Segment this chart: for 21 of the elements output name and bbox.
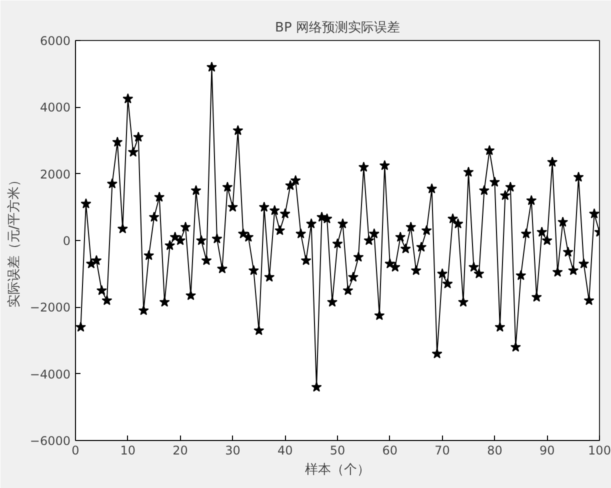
y-tick-label: 0 [62,234,71,248]
y-tick-label: 4000 [40,100,71,115]
x-tick-label: 100 [588,444,611,458]
x-tick-label: 50 [330,444,346,458]
y-axis-title: 实际误差（元/平方米） [6,173,22,308]
x-tick-label: 90 [539,444,555,458]
x-axis-title: 样本（个） [305,462,370,478]
x-tick-label: 40 [277,444,293,458]
y-tick-label: 6000 [40,34,71,48]
y-tick-label: −6000 [30,434,70,448]
x-tick-label: 70 [434,444,450,458]
x-tick-label: 10 [120,444,136,458]
x-tick-label: 30 [225,444,240,458]
y-tick-label: 2000 [40,167,71,182]
x-tick-label: 60 [382,444,398,458]
x-tick-label: 0 [72,444,80,458]
x-tick-label: 20 [172,444,188,458]
y-tick-label: −4000 [30,367,70,382]
chart-title: BP 网络预测实际误差 [275,20,400,36]
y-tick-label: −2000 [30,300,70,315]
x-tick-label: 80 [487,444,502,458]
